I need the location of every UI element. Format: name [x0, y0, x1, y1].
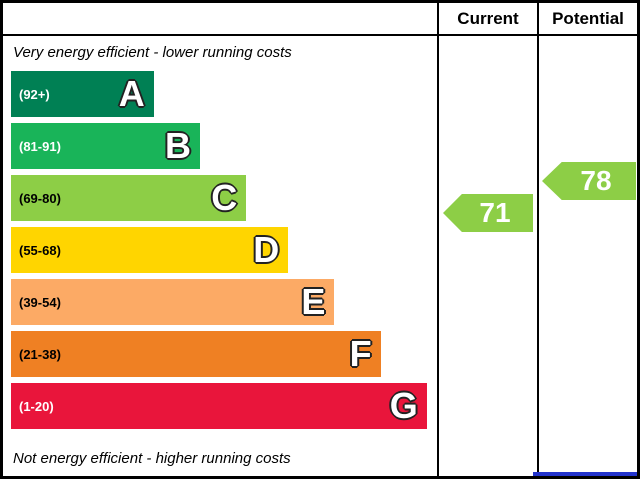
- band-range-a: (92+): [19, 86, 50, 102]
- band-range-c: (69-80): [19, 190, 61, 206]
- top-efficiency-note: Very energy efficient - lower running co…: [13, 44, 292, 61]
- band-row-c: (69-80) C: [11, 175, 431, 221]
- band-letter-g: G: [389, 385, 418, 426]
- band-bar-b: (81-91) B: [11, 123, 200, 169]
- header-potential: Potential: [537, 3, 637, 36]
- band-range-e: (39-54): [19, 294, 61, 310]
- band-row-b: (81-91) B: [11, 123, 431, 169]
- current-rating-column: 71: [437, 36, 537, 476]
- band-letter-a: A: [118, 73, 145, 114]
- band-chart-area: Very energy efficient - lower running co…: [3, 36, 437, 476]
- potential-rating-arrow: 78: [542, 162, 636, 200]
- band-row-d: (55-68) D: [11, 227, 431, 273]
- band-range-b: (81-91): [19, 138, 61, 154]
- current-rating-value: 71: [479, 197, 511, 228]
- band-letter-b: B: [165, 125, 191, 166]
- header-blank-cell: [3, 3, 437, 36]
- band-range-d: (55-68): [19, 242, 61, 258]
- band-bar-f: (21-38) F: [11, 331, 381, 377]
- band-bar-d: (55-68) D: [11, 227, 289, 273]
- band-row-a: (92+) A: [11, 71, 431, 117]
- band-row-e: (39-54) E: [11, 279, 431, 325]
- band-letter-f: F: [349, 333, 372, 374]
- potential-rating-column: 78: [537, 36, 637, 476]
- band-letter-d: D: [253, 229, 280, 270]
- current-rating-arrow: 71: [443, 194, 533, 232]
- band-row-f: (21-38) F: [11, 331, 431, 377]
- potential-rating-value: 78: [580, 165, 612, 196]
- band-bar-e: (39-54) E: [11, 279, 335, 325]
- band-bar-c: (69-80) C: [11, 175, 247, 221]
- band-letter-c: C: [211, 177, 238, 218]
- cutoff-blue-bar: [533, 472, 637, 476]
- band-bar-a: (92+) A: [11, 71, 154, 117]
- bottom-efficiency-note: Not energy efficient - higher running co…: [13, 450, 291, 467]
- band-range-f: (21-38): [19, 346, 61, 362]
- band-letter-e: E: [301, 281, 326, 322]
- band-range-g: (1-20): [19, 398, 54, 414]
- header-current: Current: [437, 3, 537, 36]
- band-row-g: (1-20) G: [11, 383, 431, 429]
- band-bar-g: (1-20) G: [11, 383, 427, 429]
